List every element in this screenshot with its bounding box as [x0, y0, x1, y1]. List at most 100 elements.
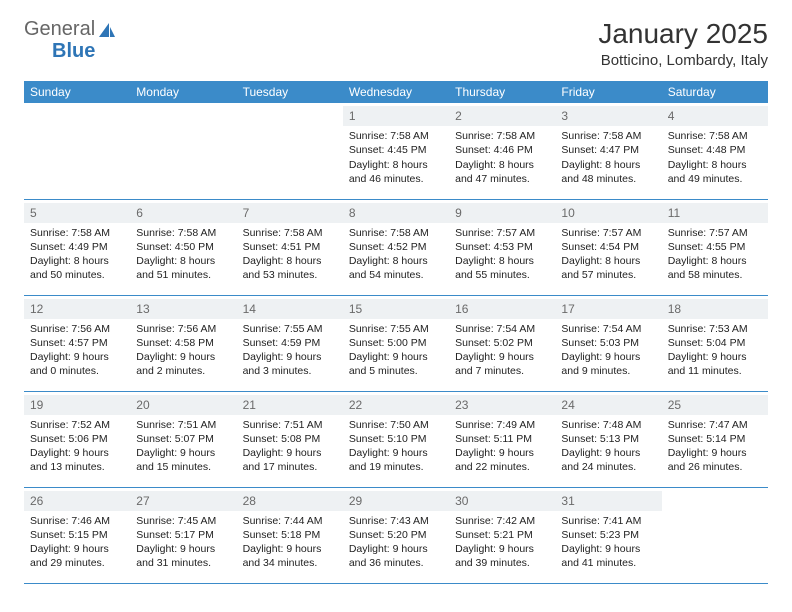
calendar-week-row: 1Sunrise: 7:58 AMSunset: 4:45 PMDaylight…	[24, 103, 768, 199]
day-number: 12	[24, 299, 130, 319]
sunset-line: Sunset: 5:00 PM	[349, 336, 443, 350]
daylight-line: Daylight: 8 hours and 47 minutes.	[455, 158, 549, 186]
calendar-day-cell: 10Sunrise: 7:57 AMSunset: 4:54 PMDayligh…	[555, 199, 661, 295]
sunset-line: Sunset: 5:15 PM	[30, 528, 124, 542]
sunrise-line: Sunrise: 7:58 AM	[349, 129, 443, 143]
calendar-day-cell: 2Sunrise: 7:58 AMSunset: 4:46 PMDaylight…	[449, 103, 555, 199]
sunrise-line: Sunrise: 7:57 AM	[455, 226, 549, 240]
weekday-header: Thursday	[449, 81, 555, 103]
day-number: 31	[555, 491, 661, 511]
sunrise-line: Sunrise: 7:48 AM	[561, 418, 655, 432]
calendar-day-cell: 18Sunrise: 7:53 AMSunset: 5:04 PMDayligh…	[662, 295, 768, 391]
calendar-week-row: 5Sunrise: 7:58 AMSunset: 4:49 PMDaylight…	[24, 199, 768, 295]
sunset-line: Sunset: 5:13 PM	[561, 432, 655, 446]
day-number: 6	[130, 203, 236, 223]
sunrise-line: Sunrise: 7:58 AM	[136, 226, 230, 240]
sunset-line: Sunset: 5:06 PM	[30, 432, 124, 446]
sunset-line: Sunset: 5:07 PM	[136, 432, 230, 446]
daylight-line: Daylight: 9 hours and 24 minutes.	[561, 446, 655, 474]
daylight-line: Daylight: 9 hours and 22 minutes.	[455, 446, 549, 474]
sunset-line: Sunset: 4:55 PM	[668, 240, 762, 254]
sunrise-line: Sunrise: 7:52 AM	[30, 418, 124, 432]
daylight-line: Daylight: 8 hours and 57 minutes.	[561, 254, 655, 282]
calendar-day-cell: 21Sunrise: 7:51 AMSunset: 5:08 PMDayligh…	[237, 391, 343, 487]
sunrise-line: Sunrise: 7:56 AM	[30, 322, 124, 336]
header: General January 2025 Botticino, Lombardy…	[24, 18, 768, 69]
calendar-day-cell: 7Sunrise: 7:58 AMSunset: 4:51 PMDaylight…	[237, 199, 343, 295]
sunset-line: Sunset: 4:46 PM	[455, 143, 549, 157]
day-number: 26	[24, 491, 130, 511]
day-number: 21	[237, 395, 343, 415]
daylight-line: Daylight: 8 hours and 46 minutes.	[349, 158, 443, 186]
day-number: 17	[555, 299, 661, 319]
sunset-line: Sunset: 5:02 PM	[455, 336, 549, 350]
calendar-day-cell: 14Sunrise: 7:55 AMSunset: 4:59 PMDayligh…	[237, 295, 343, 391]
daylight-line: Daylight: 9 hours and 15 minutes.	[136, 446, 230, 474]
day-number: 25	[662, 395, 768, 415]
calendar-day-cell: 9Sunrise: 7:57 AMSunset: 4:53 PMDaylight…	[449, 199, 555, 295]
day-number: 11	[662, 203, 768, 223]
day-number: 10	[555, 203, 661, 223]
sunrise-line: Sunrise: 7:58 AM	[561, 129, 655, 143]
sunrise-line: Sunrise: 7:51 AM	[243, 418, 337, 432]
weekday-header: Sunday	[24, 81, 130, 103]
logo-text-blue: Blue	[52, 40, 95, 63]
daylight-line: Daylight: 9 hours and 19 minutes.	[349, 446, 443, 474]
daylight-line: Daylight: 9 hours and 7 minutes.	[455, 350, 549, 378]
day-number: 15	[343, 299, 449, 319]
day-number: 30	[449, 491, 555, 511]
day-number: 13	[130, 299, 236, 319]
calendar-day-cell: 5Sunrise: 7:58 AMSunset: 4:49 PMDaylight…	[24, 199, 130, 295]
calendar-day-cell: 20Sunrise: 7:51 AMSunset: 5:07 PMDayligh…	[130, 391, 236, 487]
sunset-line: Sunset: 4:52 PM	[349, 240, 443, 254]
daylight-line: Daylight: 8 hours and 53 minutes.	[243, 254, 337, 282]
calendar-table: SundayMondayTuesdayWednesdayThursdayFrid…	[24, 81, 768, 584]
sunrise-line: Sunrise: 7:47 AM	[668, 418, 762, 432]
calendar-day-cell: 28Sunrise: 7:44 AMSunset: 5:18 PMDayligh…	[237, 487, 343, 583]
day-number: 7	[237, 203, 343, 223]
daylight-line: Daylight: 9 hours and 36 minutes.	[349, 542, 443, 570]
day-number: 23	[449, 395, 555, 415]
calendar-day-cell: 13Sunrise: 7:56 AMSunset: 4:58 PMDayligh…	[130, 295, 236, 391]
calendar-day-cell: 11Sunrise: 7:57 AMSunset: 4:55 PMDayligh…	[662, 199, 768, 295]
sunrise-line: Sunrise: 7:58 AM	[243, 226, 337, 240]
weekday-header: Wednesday	[343, 81, 449, 103]
sunrise-line: Sunrise: 7:42 AM	[455, 514, 549, 528]
weekday-header: Monday	[130, 81, 236, 103]
sunrise-line: Sunrise: 7:45 AM	[136, 514, 230, 528]
sunrise-line: Sunrise: 7:44 AM	[243, 514, 337, 528]
daylight-line: Daylight: 9 hours and 34 minutes.	[243, 542, 337, 570]
day-number: 9	[449, 203, 555, 223]
sunrise-line: Sunrise: 7:46 AM	[30, 514, 124, 528]
sunset-line: Sunset: 5:03 PM	[561, 336, 655, 350]
sunset-line: Sunset: 4:59 PM	[243, 336, 337, 350]
sunset-line: Sunset: 5:21 PM	[455, 528, 549, 542]
day-number: 18	[662, 299, 768, 319]
sunrise-line: Sunrise: 7:58 AM	[668, 129, 762, 143]
day-number: 5	[24, 203, 130, 223]
calendar-day-cell: 4Sunrise: 7:58 AMSunset: 4:48 PMDaylight…	[662, 103, 768, 199]
sunset-line: Sunset: 4:57 PM	[30, 336, 124, 350]
calendar-day-cell: 19Sunrise: 7:52 AMSunset: 5:06 PMDayligh…	[24, 391, 130, 487]
sunrise-line: Sunrise: 7:50 AM	[349, 418, 443, 432]
daylight-line: Daylight: 9 hours and 3 minutes.	[243, 350, 337, 378]
sunrise-line: Sunrise: 7:53 AM	[668, 322, 762, 336]
sunrise-line: Sunrise: 7:58 AM	[349, 226, 443, 240]
sunrise-line: Sunrise: 7:55 AM	[349, 322, 443, 336]
calendar-day-cell: 24 Sunrise: 7:48 AMSunset: 5:13 PMDayligh…	[555, 391, 661, 487]
day-number: 24	[555, 395, 661, 415]
calendar-body: 1Sunrise: 7:58 AMSunset: 4:45 PMDaylight…	[24, 103, 768, 583]
calendar-week-row: 12Sunrise: 7:56 AMSunset: 4:57 PMDayligh…	[24, 295, 768, 391]
calendar-day-cell: 25Sunrise: 7:47 AMSunset: 5:14 PMDayligh…	[662, 391, 768, 487]
sunset-line: Sunset: 4:45 PM	[349, 143, 443, 157]
logo-sail-icon	[97, 21, 117, 39]
calendar-empty-cell	[237, 103, 343, 199]
sunrise-line: Sunrise: 7:56 AM	[136, 322, 230, 336]
day-number: 19	[24, 395, 130, 415]
calendar-day-cell: 12Sunrise: 7:56 AMSunset: 4:57 PMDayligh…	[24, 295, 130, 391]
calendar-day-cell: 3Sunrise: 7:58 AMSunset: 4:47 PMDaylight…	[555, 103, 661, 199]
calendar-day-cell: 6Sunrise: 7:58 AMSunset: 4:50 PMDaylight…	[130, 199, 236, 295]
sunset-line: Sunset: 5:17 PM	[136, 528, 230, 542]
calendar-day-cell: 26Sunrise: 7:46 AMSunset: 5:15 PMDayligh…	[24, 487, 130, 583]
calendar-day-cell: 16Sunrise: 7:54 AMSunset: 5:02 PMDayligh…	[449, 295, 555, 391]
